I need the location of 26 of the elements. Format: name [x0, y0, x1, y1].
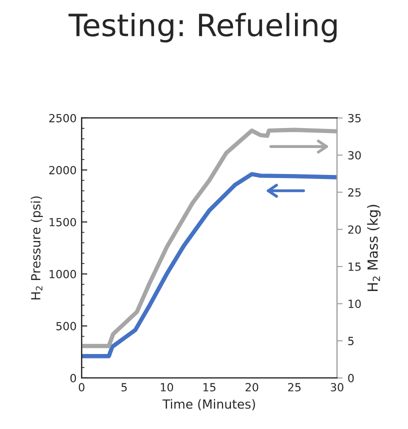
- y2-tick-label: 10: [348, 300, 361, 308]
- x-tick-label: 25: [288, 383, 301, 392]
- y-tick-label: 1000: [50, 270, 76, 278]
- x-tick-label: 0: [78, 383, 84, 392]
- x-tick-label: 10: [160, 383, 174, 392]
- x-tick-label: 30: [330, 383, 344, 392]
- x-axis-title: Time (Minutes): [162, 399, 255, 410]
- y-tick-label: 1500: [50, 218, 76, 226]
- chart-title: Testing: Refueling: [68, 12, 337, 42]
- y2-tick-label: 15: [348, 262, 361, 271]
- y2-tick-label: 0: [348, 374, 354, 382]
- y-tick-label: 2000: [49, 166, 76, 174]
- y2-tick-label: 30: [348, 151, 361, 160]
- y2-axis-title: H$_{2}$ Mass (kg): [367, 204, 381, 291]
- x-tick-label: 20: [246, 383, 258, 392]
- y-axis-title: H$_{2}$ Pressure (psi): [30, 196, 43, 300]
- y2-tick-label: 5: [348, 336, 354, 346]
- y2-tick-label: 20: [348, 225, 361, 234]
- y-tick-label: 0: [70, 374, 76, 382]
- y2-tick-label: 25: [348, 188, 361, 197]
- x-tick-label: 5: [121, 383, 127, 392]
- y-tick-label: 2500: [49, 114, 76, 122]
- x-tick-label: 15: [203, 383, 216, 392]
- line-series: [82, 172, 338, 358]
- y-tick-label: 500: [56, 322, 76, 330]
- y2-tick-label: 35: [348, 114, 361, 122]
